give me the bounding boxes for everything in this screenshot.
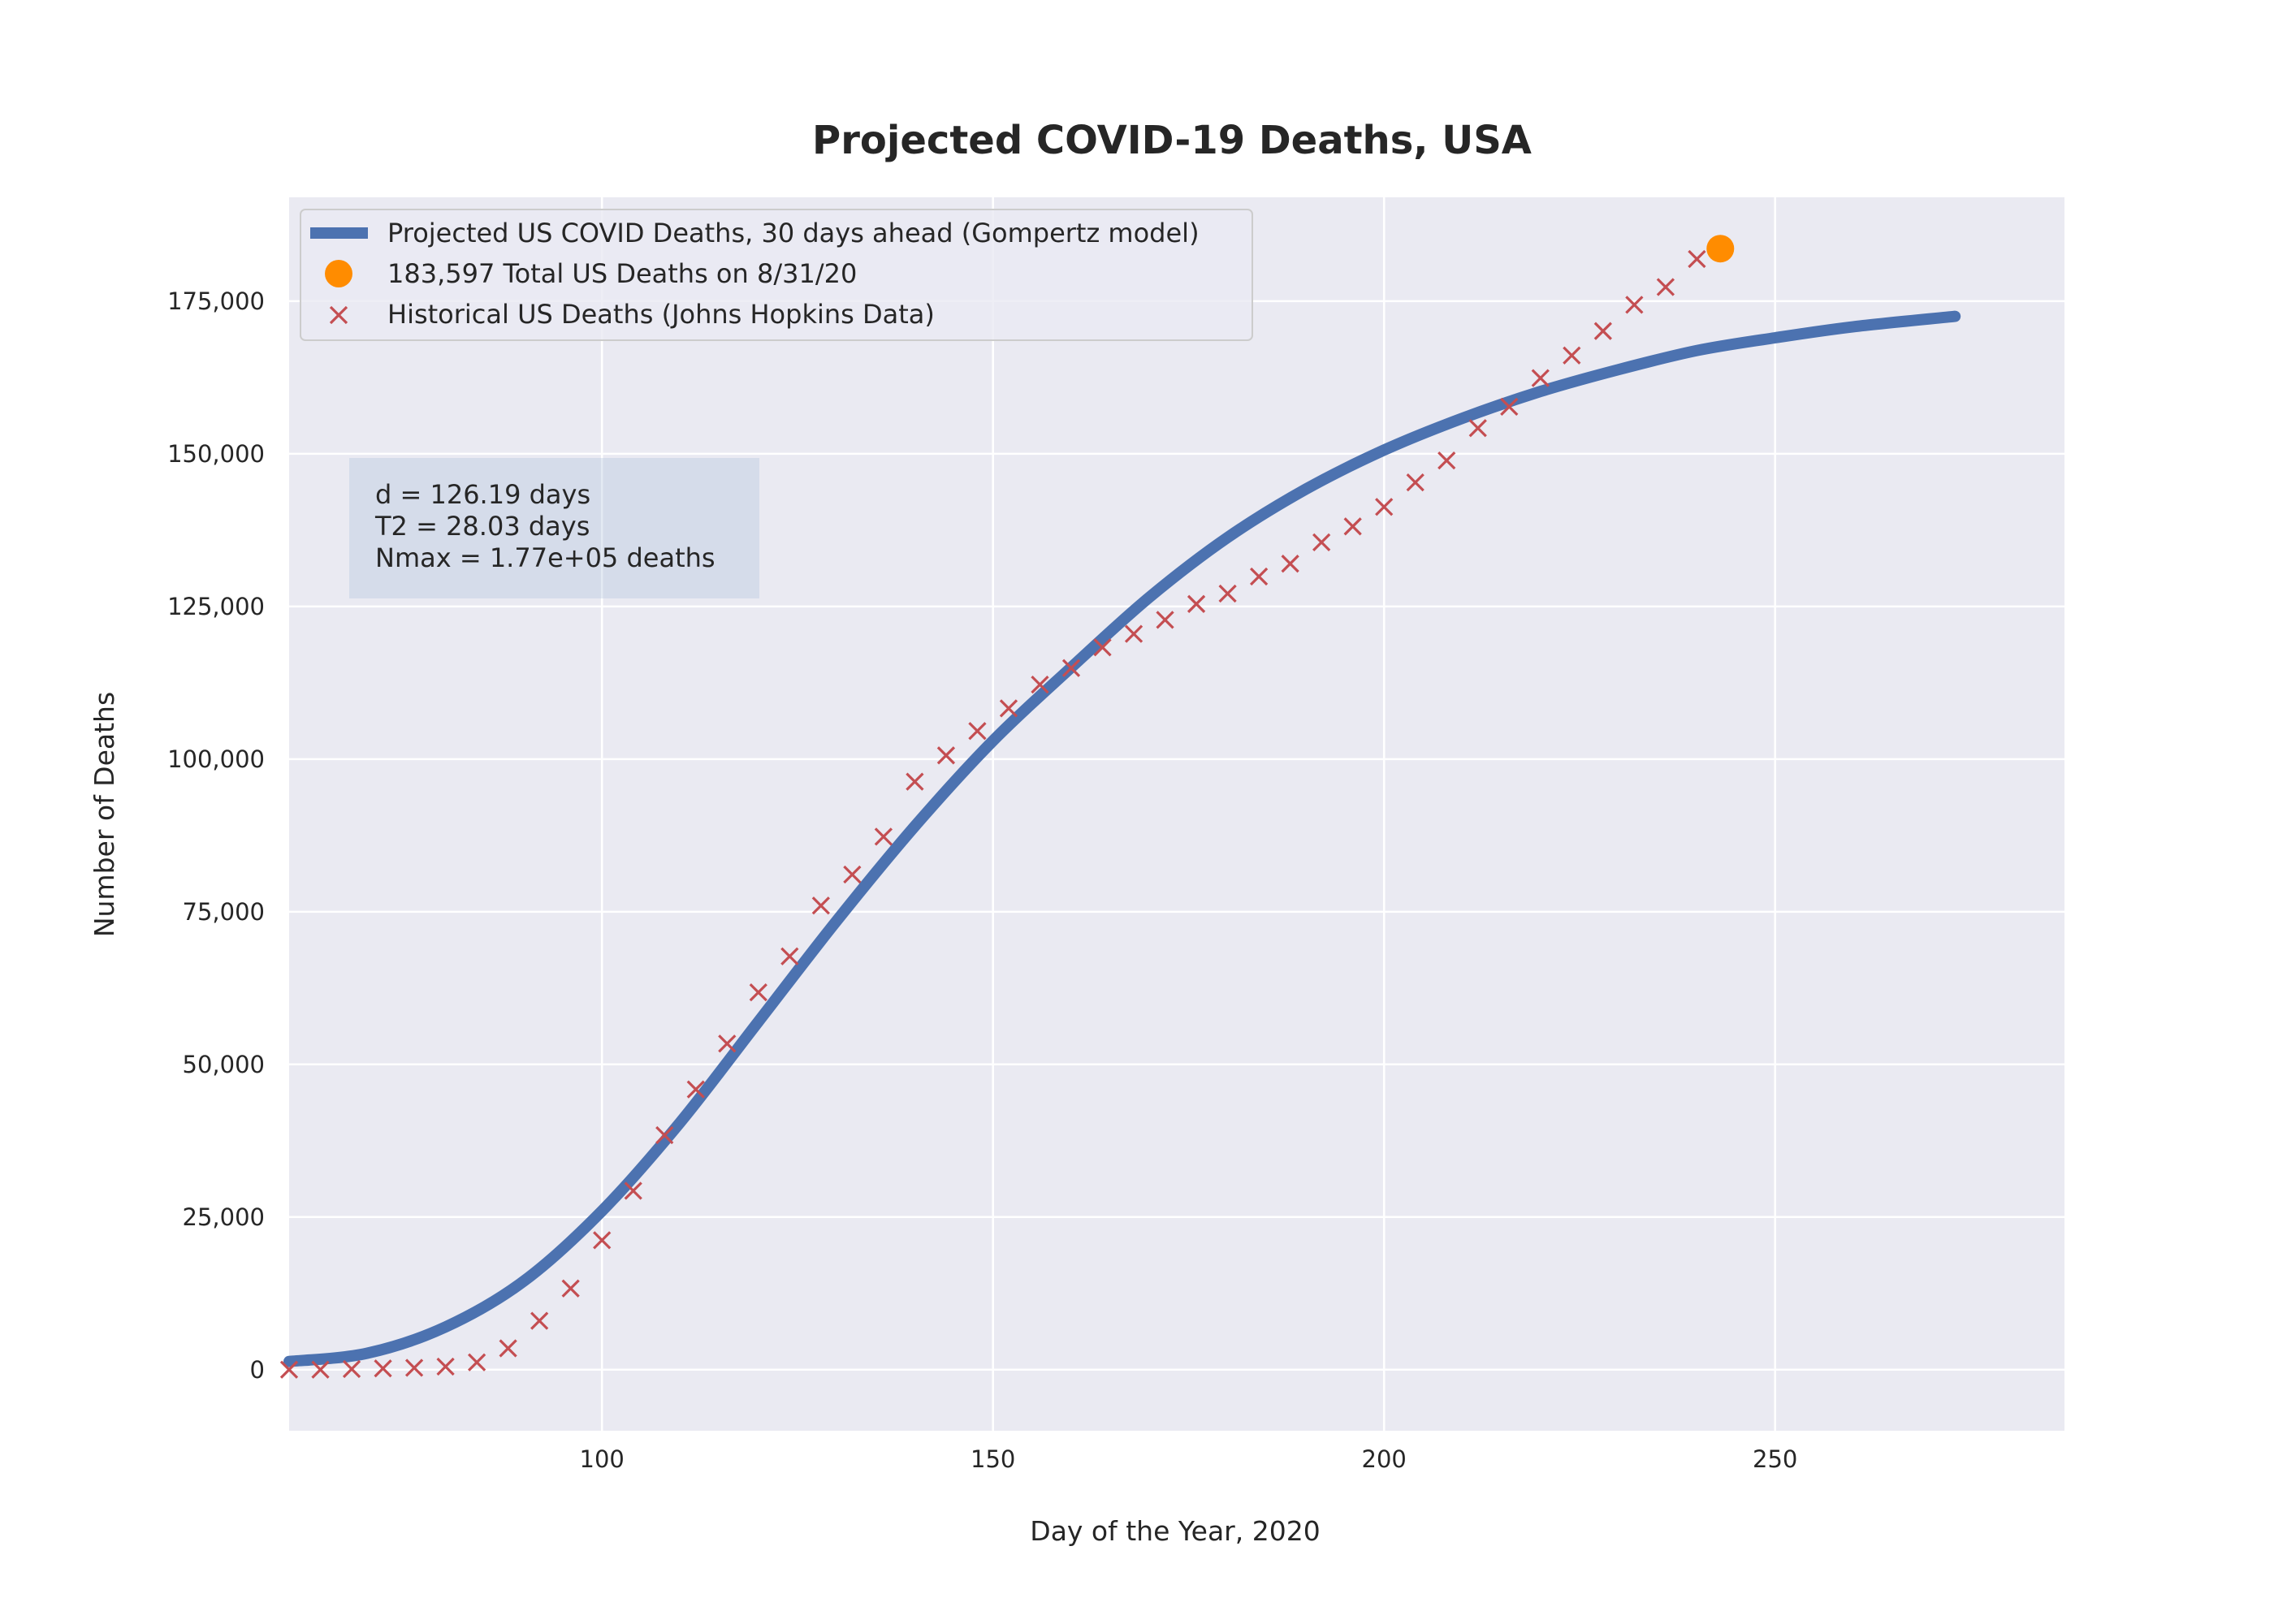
historical-point [1218, 584, 1237, 603]
historical-point [1563, 346, 1581, 365]
y-tick-label: 100,000 [167, 745, 265, 773]
historical-point [780, 947, 799, 965]
historical-point [1031, 675, 1049, 694]
stats-line-nmax: Nmax = 1.77e+05 deaths [375, 542, 715, 573]
historical-point [374, 1359, 392, 1378]
y-tick-label: 25,000 [183, 1203, 265, 1231]
historical-point [843, 865, 862, 884]
historical-point [467, 1353, 486, 1371]
legend-label-total: 183,597 Total US Deaths on 8/31/20 [387, 258, 857, 289]
x-tick-label: 200 [1362, 1445, 1407, 1473]
historical-point [811, 896, 830, 915]
historical-point [1312, 533, 1331, 552]
stats-line-t2: T2 = 28.03 days [374, 511, 590, 542]
plot-area [289, 197, 2064, 1431]
historical-point [1531, 369, 1550, 387]
historical-point [342, 1359, 361, 1379]
historical-point [1061, 659, 1081, 677]
legend-swatch-total [325, 260, 352, 287]
x-tick-label: 150 [971, 1445, 1015, 1473]
historical-point [936, 746, 956, 765]
x-axis-label: Day of the Year, 2020 [1030, 1515, 1320, 1547]
y-tick-label: 0 [250, 1356, 265, 1384]
historical-point [311, 1360, 330, 1379]
y-tick-label: 150,000 [167, 440, 265, 468]
historical-point [906, 772, 924, 791]
y-tick-label: 175,000 [167, 287, 265, 315]
historical-point [968, 722, 987, 741]
historical-point [499, 1339, 517, 1358]
stats-box-background [349, 458, 759, 598]
historical-point [1281, 555, 1299, 573]
historical-point [1093, 638, 1112, 657]
legend-label-projection: Projected US COVID Deaths, 30 days ahead… [387, 218, 1200, 248]
historical-point [1406, 473, 1424, 492]
historical-point [1468, 419, 1487, 438]
x-tick-label: 100 [580, 1445, 625, 1473]
historical-point [1437, 451, 1456, 470]
stats-box: d = 126.19 days T2 = 28.03 days Nmax = 1… [349, 458, 759, 598]
historical-point [686, 1080, 705, 1099]
y-tick-label: 75,000 [183, 898, 265, 926]
historical-point [999, 699, 1018, 718]
x-tick-labels: 100 150 200 250 [580, 1445, 1798, 1473]
historical-point [874, 827, 893, 846]
historical-point [718, 1034, 737, 1053]
legend-label-historical: Historical US Deaths (Johns Hopkins Data… [387, 299, 935, 330]
historical-point [436, 1357, 455, 1376]
legend-swatch-historical [329, 305, 348, 325]
historical-point [561, 1279, 580, 1298]
legend-box [300, 209, 1253, 341]
historical-point [655, 1125, 674, 1145]
historical-point [1688, 249, 1706, 269]
historical-point [1249, 567, 1269, 586]
y-tick-labels: 0 25,000 50,000 75,000 100,000 125,000 150,000… [167, 287, 265, 1384]
historical-point [1500, 397, 1519, 417]
total-deaths-point [1706, 235, 1735, 263]
historical-points [279, 249, 1706, 1379]
historical-point [1156, 611, 1174, 629]
historical-point [530, 1311, 549, 1330]
historical-point [1124, 624, 1143, 643]
historical-point [1593, 322, 1612, 340]
historical-point [593, 1231, 612, 1250]
legend: Projected US COVID Deaths, 30 days ahead… [300, 209, 1253, 341]
historical-point [1187, 594, 1206, 613]
y-tick-label: 125,000 [167, 593, 265, 620]
historical-point [1375, 498, 1394, 516]
chart-title: Projected COVID-19 Deaths, USA [812, 118, 1532, 163]
historical-point [1656, 278, 1675, 296]
legend-x-marker [329, 305, 348, 325]
x-tick-label: 250 [1753, 1445, 1797, 1473]
historical-point [1625, 296, 1644, 314]
historical-point [749, 983, 767, 1002]
stats-line-d: d = 126.19 days [375, 479, 590, 510]
historical-point [279, 1360, 299, 1379]
historical-point [624, 1181, 642, 1200]
historical-point [1343, 517, 1362, 536]
y-tick-label: 50,000 [183, 1051, 265, 1078]
y-axis-label: Number of Deaths [89, 692, 120, 937]
historical-point [404, 1358, 424, 1377]
